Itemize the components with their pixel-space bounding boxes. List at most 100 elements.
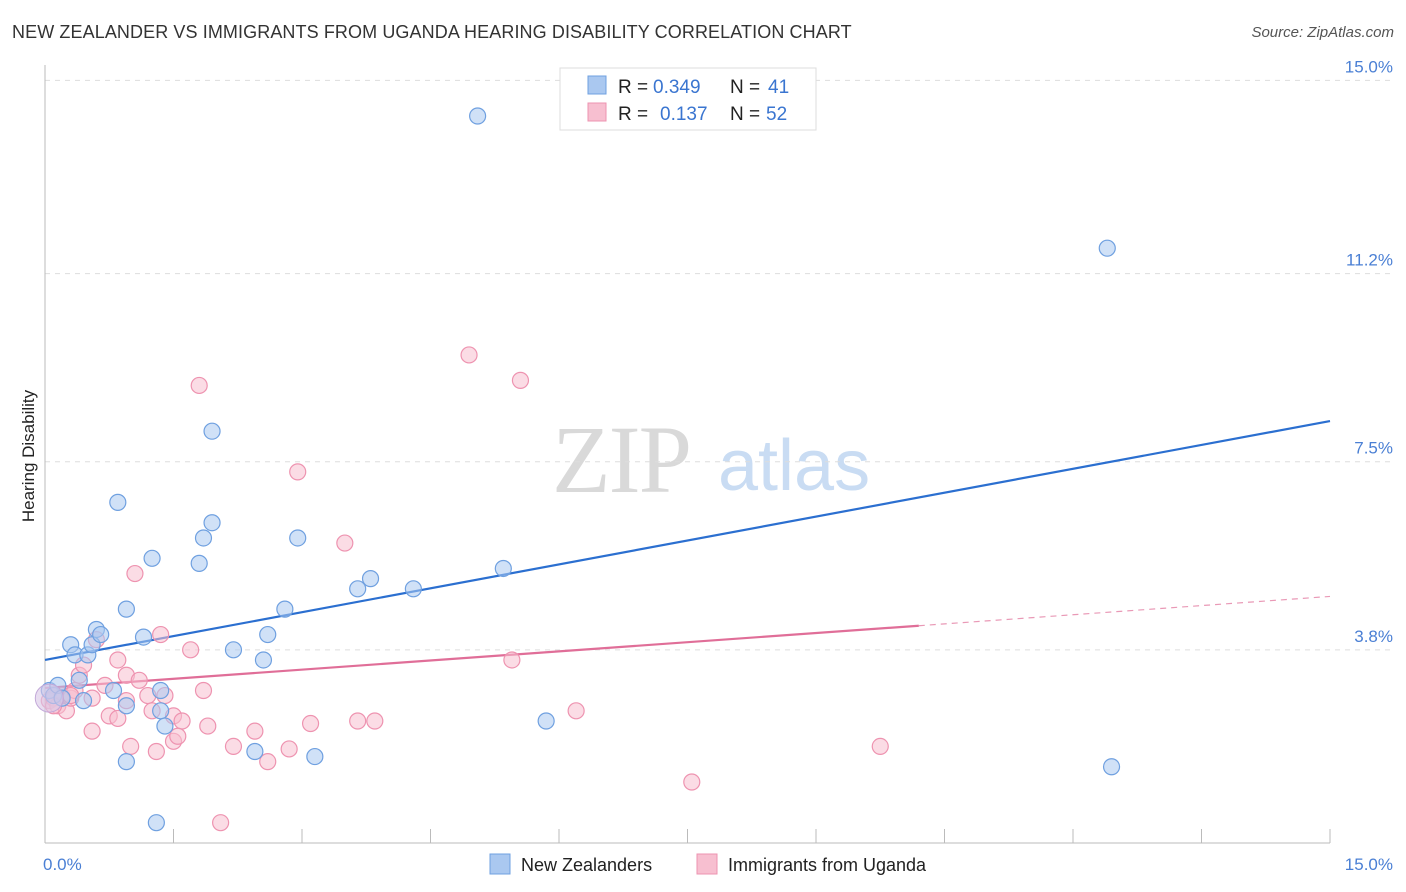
bottom-legend-swatch-blue [489, 853, 511, 875]
point-new-zealanders [117, 697, 135, 715]
x-tick-label: 15.0% [1345, 855, 1393, 874]
legend-swatch-blue [587, 75, 607, 95]
legend-r-label-1: R = [618, 77, 648, 98]
point-new-zealanders [134, 628, 153, 646]
legend-n-value-1: 41 [768, 77, 789, 98]
y-tick-label: 11.2% [1346, 251, 1393, 270]
point-immigrants-uganda [460, 346, 478, 364]
point-new-zealanders [152, 702, 170, 720]
point-new-zealanders [246, 742, 264, 761]
chart-title: NEW ZEALANDER VS IMMIGRANTS FROM UGANDA … [12, 22, 852, 42]
point-new-zealanders [190, 554, 208, 572]
point-immigrants-uganda [246, 722, 264, 740]
trend-lines [44, 419, 1331, 690]
point-new-zealanders [117, 753, 135, 771]
legend-n-label-1: N = [730, 77, 760, 98]
y-axis-label: Hearing Disability [19, 389, 38, 522]
point-immigrants-uganda [173, 712, 191, 730]
point-immigrants-uganda [194, 681, 213, 700]
point-new-zealanders [404, 580, 422, 598]
point-new-zealanders [224, 641, 243, 659]
point-immigrants-uganda [147, 742, 165, 761]
point-new-zealanders [349, 580, 367, 598]
point-immigrants-uganda [567, 702, 585, 720]
point-new-zealanders [254, 651, 273, 669]
stats-legend: R = 0.349 N = 41 R = 0.137 N = 52 [559, 67, 817, 131]
bottom-legend-label-2: Immigrants from Uganda [728, 855, 927, 875]
point-immigrants-uganda [259, 753, 277, 771]
series-legend: New Zealanders Immigrants from Uganda [489, 853, 927, 875]
point-new-zealanders [74, 692, 93, 710]
tick-labels: 3.8% 7.5% 11.2% 15.0% 0.0% 15.0% [43, 57, 1393, 874]
point-new-zealanders [194, 529, 213, 547]
bottom-legend-label-1: New Zealanders [521, 855, 652, 875]
point-immigrants-uganda [871, 737, 889, 756]
point-new-zealanders [156, 717, 174, 735]
x-tick-label: 0.0% [43, 855, 82, 874]
data-points [34, 107, 1121, 832]
point-new-zealanders [289, 529, 307, 547]
point-new-zealanders [117, 600, 135, 618]
point-new-zealanders [259, 625, 277, 644]
point-immigrants-uganda [126, 564, 144, 583]
point-immigrants-uganda [349, 712, 367, 730]
y-tick-label: 3.8% [1354, 627, 1393, 646]
point-immigrants-uganda [289, 463, 307, 481]
point-immigrants-uganda [169, 727, 187, 745]
legend-r-label-2: R = [618, 104, 648, 125]
point-new-zealanders [494, 559, 512, 578]
point-new-zealanders [361, 570, 380, 588]
point-immigrants-uganda [130, 671, 148, 689]
point-new-zealanders [1098, 239, 1116, 257]
point-new-zealanders [92, 625, 110, 644]
point-immigrants-uganda [336, 534, 354, 552]
y-tick-label: 7.5% [1354, 439, 1393, 458]
point-immigrants-uganda [280, 740, 298, 758]
point-immigrants-uganda [511, 371, 530, 389]
legend-r-value-1: 0.349 [653, 77, 701, 98]
point-immigrants-uganda [109, 651, 127, 669]
point-immigrants-uganda [212, 814, 230, 832]
point-immigrants-uganda [366, 712, 384, 730]
point-new-zealanders [306, 747, 324, 766]
point-immigrants-uganda [224, 737, 243, 756]
point-new-zealanders [203, 514, 221, 532]
point-new-zealanders [143, 549, 161, 567]
y-tick-label: 15.0% [1345, 57, 1393, 76]
point-overlap-cluster [34, 683, 64, 713]
point-immigrants-uganda [503, 651, 521, 669]
point-new-zealanders [152, 681, 170, 700]
trend-line-extension-1 [918, 595, 1331, 627]
point-immigrants-uganda [199, 717, 217, 735]
point-new-zealanders [109, 493, 127, 511]
trend-line-0 [44, 419, 1331, 662]
grid-lines [45, 79, 1395, 651]
axes [44, 65, 1331, 844]
point-new-zealanders [276, 600, 294, 618]
point-immigrants-uganda [109, 709, 127, 728]
bottom-legend-swatch-pink [696, 853, 718, 875]
point-immigrants-uganda [190, 376, 208, 395]
point-new-zealanders [1102, 758, 1121, 776]
trend-line-1 [44, 624, 919, 690]
legend-n-value-2: 52 [766, 104, 787, 125]
point-immigrants-uganda [122, 737, 140, 756]
watermark-zip: ZIP [552, 406, 690, 513]
legend-swatch-pink [587, 102, 607, 122]
point-new-zealanders [70, 671, 88, 689]
point-immigrants-uganda [182, 641, 200, 659]
point-new-zealanders [469, 107, 487, 125]
point-immigrants-uganda [683, 773, 701, 791]
point-immigrants-uganda [301, 714, 320, 733]
point-new-zealanders [537, 712, 555, 730]
watermark-atlas: atlas [718, 426, 870, 506]
point-new-zealanders [203, 422, 221, 440]
source-label: Source: ZipAtlas.com [1251, 24, 1394, 41]
point-new-zealanders [147, 814, 165, 832]
point-immigrants-uganda [152, 625, 170, 644]
point-immigrants-uganda [83, 722, 101, 740]
point-new-zealanders [104, 681, 123, 700]
legend-n-label-2: N = [730, 104, 760, 125]
legend-r-value-2: 0.137 [660, 104, 708, 125]
